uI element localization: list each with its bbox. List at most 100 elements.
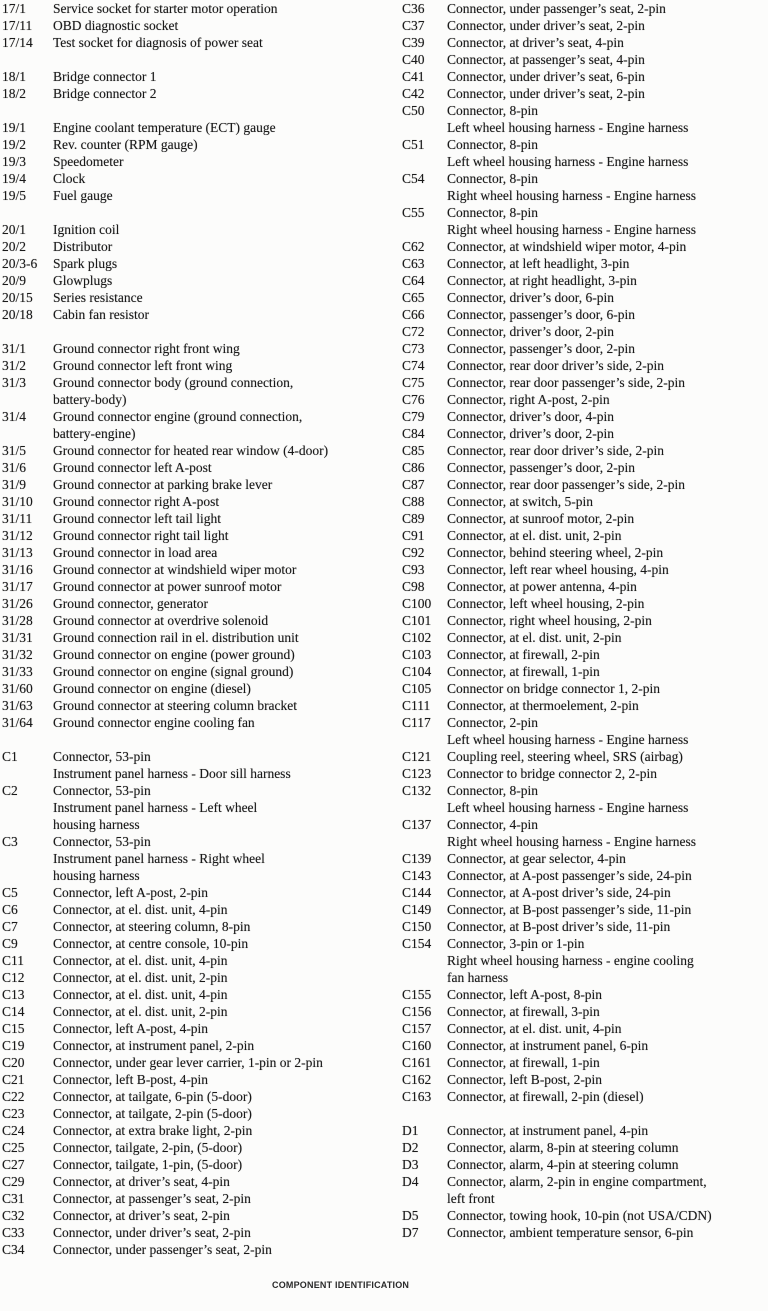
component-description: Connector, passenger’s door, 2-pin [447, 459, 766, 476]
description-line: Connector, at A-post passenger’s side, 2… [447, 868, 692, 883]
description-line: Fuel gauge [53, 188, 113, 203]
component-description: Connector on bridge connector 1, 2-pin [447, 680, 766, 697]
component-description: Speedometer [53, 153, 394, 170]
description-line: Connector to bridge connector 2, 2-pin [447, 766, 657, 781]
component-code: C31 [2, 1191, 25, 1206]
component-description: Connector, 8-pin Left wheel housing harne… [447, 136, 766, 170]
component-entry: 31/60 Ground connector on engine (diesel) [2, 680, 394, 697]
component-description: Connector, at sunroof motor, 2-pin [447, 510, 766, 527]
component-code: 31/1 [2, 341, 27, 356]
component-entry: 19/1 Engine coolant temperature (ECT) gau… [2, 119, 394, 136]
component-entry: C25 Connector, tailgate, 2-pin, (5-door) [2, 1139, 394, 1156]
component-code: C85 [402, 443, 425, 458]
description-line: Ground connector on engine (power ground… [53, 647, 295, 662]
component-description: Connector, at instrument panel, 6-pin [447, 1037, 766, 1054]
component-entry: C11 Connector, at el. dist. unit, 4-pin [2, 952, 394, 969]
component-entry: C91 Connector, at el. dist. unit, 2-pin [402, 527, 766, 544]
component-description: Connector, at firewall, 2-pin (diesel) [447, 1088, 766, 1105]
component-entry: C62 Connector, at windshield wiper motor,… [402, 238, 766, 255]
component-description: Connector, 8-pin Right wheel housing harn… [447, 204, 766, 238]
component-code: C36 [402, 1, 425, 16]
component-code: 20/9 [2, 273, 27, 288]
description-line: Connector, at gear selector, 4-pin [447, 851, 626, 866]
description-line: Connector, 8-pin [447, 137, 538, 152]
component-description: Connector, at power antenna, 4-pin [447, 578, 766, 595]
description-line: Connector, at passenger’s seat, 2-pin [53, 1191, 251, 1206]
description-line: Ground connector for heated rear window … [53, 443, 329, 458]
description-line: battery-engine) [53, 426, 136, 441]
component-code: 31/31 [2, 630, 33, 645]
component-description: Ground connector on engine (power ground… [53, 646, 394, 663]
description-line: Ground connector at overdrive solenoid [53, 613, 269, 628]
component-code: D2 [402, 1140, 419, 1155]
component-description: Connector, 53-pin Instrument panel harnes… [53, 833, 394, 884]
description-line: Connector, 2-pin [447, 715, 538, 730]
description-line: Connector, at steering column, 8-pin [53, 919, 251, 934]
description-line: Bridge connector 2 [53, 86, 157, 101]
description-line: Connector, 8-pin [447, 103, 538, 118]
component-code: C65 [402, 290, 425, 305]
component-description: Connector, at gear selector, 4-pin [447, 850, 766, 867]
component-entry: C149 Connector, at B-post passenger’s sid… [402, 901, 766, 918]
component-entry: C111 Connector, at thermoelement, 2-pin [402, 697, 766, 714]
component-code: C14 [2, 1004, 25, 1019]
component-code: C55 [402, 205, 425, 220]
component-entry: C105 Connector on bridge connector 1, 2-p… [402, 680, 766, 697]
component-code: 31/2 [2, 358, 27, 373]
description-line: Connector, at driver’s seat, 2-pin [53, 1208, 230, 1223]
description-line: Ground connector engine (ground connecti… [53, 409, 303, 424]
component-code: 31/60 [2, 681, 33, 696]
component-code: 19/4 [2, 171, 27, 186]
description-line: Connector, left B-post, 4-pin [53, 1072, 209, 1087]
component-entry: 31/11 Ground connector left tail light [2, 510, 394, 527]
component-description: Connector, at el. dist. unit, 2-pin [447, 527, 766, 544]
description-line: Connector, driver’s door, 2-pin [447, 426, 615, 441]
component-entry: C27 Connector, tailgate, 1-pin, (5-door) [2, 1156, 394, 1173]
component-description: OBD diagnostic socket [53, 17, 394, 34]
component-code: 19/5 [2, 188, 27, 203]
component-description: Connector, right wheel housing, 2-pin [447, 612, 766, 629]
component-code: C25 [2, 1140, 25, 1155]
component-code: 31/11 [2, 511, 33, 526]
description-line: Series resistance [53, 290, 143, 305]
component-description: Connector, at tailgate, 2-pin (5-door) [53, 1105, 394, 1122]
component-description: Connector, driver’s door, 6-pin [447, 289, 766, 306]
component-code: C37 [402, 18, 425, 33]
component-entry: C7 Connector, at steering column, 8-pin [2, 918, 394, 935]
description-line: Connector, under driver’s seat, 2-pin [447, 86, 645, 101]
page-footer-title: COMPONENT IDENTIFICATION [272, 1280, 410, 1290]
component-description: Connector, tailgate, 2-pin, (5-door) [53, 1139, 394, 1156]
component-entry: C6 Connector, at el. dist. unit, 4-pin [2, 901, 394, 918]
component-entry: 31/9 Ground connector at parking brake le… [2, 476, 394, 493]
component-code: C102 [402, 630, 432, 645]
component-code: C149 [402, 902, 432, 917]
component-entry: C31 Connector, at passenger’s seat, 2-pin [2, 1190, 394, 1207]
description-line: Connector, at passenger’s seat, 4-pin [447, 52, 645, 67]
component-entry: C14 Connector, at el. dist. unit, 2-pin [2, 1003, 394, 1020]
description-line: Connector, at el. dist. unit, 2-pin [447, 528, 622, 543]
component-description: Ground connector body (ground connection… [53, 374, 394, 408]
component-code: C104 [402, 664, 432, 679]
component-code: C20 [2, 1055, 25, 1070]
component-code: 31/64 [2, 715, 33, 730]
component-description: Connector, at el. dist. unit, 4-pin [53, 952, 394, 969]
component-entry: C139 Connector, at gear selector, 4-pin [402, 850, 766, 867]
description-line: left front [447, 1191, 495, 1206]
component-description: Connector, left A-post, 4-pin [53, 1020, 394, 1037]
component-code: C154 [402, 936, 432, 951]
component-code: 17/1 [2, 1, 27, 16]
component-entry: C65 Connector, driver’s door, 6-pin [402, 289, 766, 306]
component-description: Connector, driver’s door, 2-pin [447, 425, 766, 442]
description-line: Connector, driver’s door, 2-pin [447, 324, 615, 339]
component-description: Spark plugs [53, 255, 394, 272]
description-line: Connector, left rear wheel housing, 4-pi… [447, 562, 669, 577]
component-entry: C84 Connector, driver’s door, 2-pin [402, 425, 766, 442]
component-code: 31/26 [2, 596, 33, 611]
description-line: housing harness [53, 868, 140, 883]
component-description: Connector, 8-pin Left wheel housing harne… [447, 782, 766, 816]
component-code: 31/32 [2, 647, 33, 662]
description-line: Ground connector in load area [53, 545, 218, 560]
description-line: Connector, at firewall, 2-pin [447, 647, 600, 662]
component-description: Connector, at driver’s seat, 4-pin [53, 1173, 394, 1190]
